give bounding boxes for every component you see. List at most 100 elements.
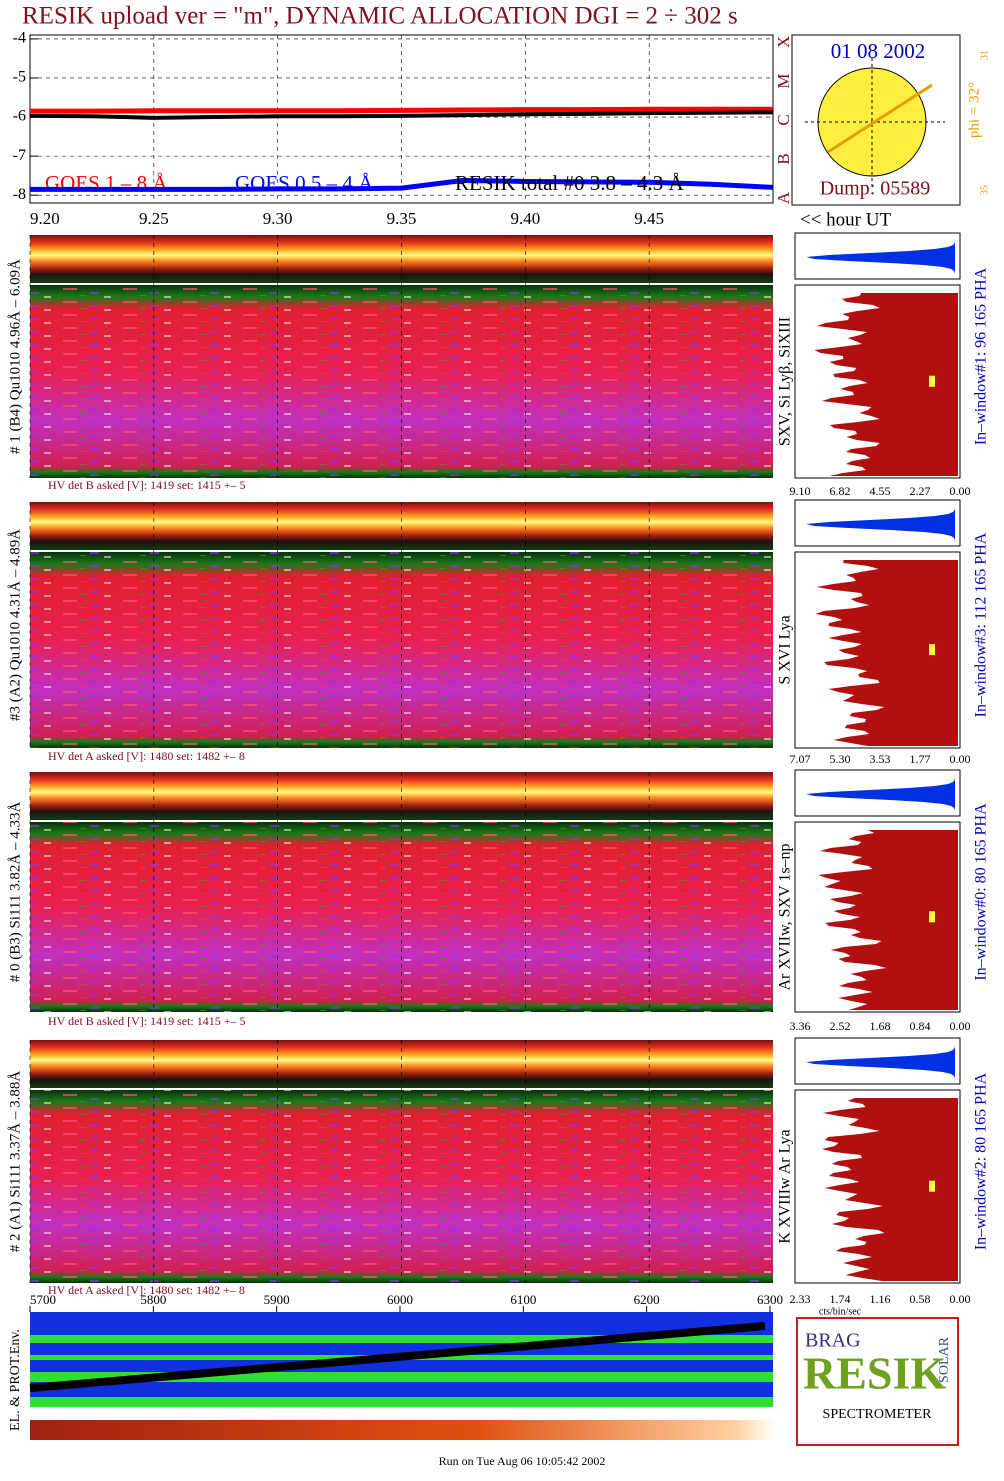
hv-label: HV det B asked [V]: 1419 set: 1415 +– 5 (48, 478, 246, 492)
sun-small: 31 (979, 50, 990, 60)
line-ids: K XVIIIw Ar Lya (777, 1129, 794, 1243)
pha-histogram (806, 1040, 955, 1082)
page-title: RESIK upload ver = "m", DYNAMIC ALLOCATI… (22, 3, 738, 30)
x-tick-label: 9.35 (387, 209, 417, 228)
hist-tick-label: 0.00 (950, 1019, 971, 1033)
hist-tick-label: 1.16 (870, 1292, 891, 1306)
pha-histogram (806, 772, 955, 814)
logo: BRAG RESIK SOLAR SPECTROMETER (796, 1317, 959, 1446)
sun-arrow (827, 83, 933, 154)
window-label: In–window#1: 96 165 PHA (973, 267, 990, 445)
x-tick-label: 5900 (264, 1292, 290, 1307)
sun-date: 01 08 2002 (831, 39, 926, 63)
hist-marker (929, 375, 935, 387)
y-tick-label: -4 (13, 30, 26, 47)
x-tick-label: 6100 (510, 1292, 536, 1307)
x-tick-label: 9.45 (634, 209, 664, 228)
hist-tick-label: 0.84 (910, 1019, 931, 1033)
env-band (30, 1397, 773, 1407)
x-tick-label: 9.30 (263, 209, 293, 228)
sun-dump: Dump: 05589 (820, 178, 931, 200)
pha-histogram (806, 235, 955, 277)
logo-side: SOLAR (937, 1336, 952, 1383)
x-tick-label: 9.20 (30, 209, 60, 228)
hist-tick-label: 9.10 (790, 484, 811, 498)
goes-class: X (774, 36, 793, 48)
goes-class: B (774, 153, 793, 164)
series-line (29, 110, 774, 120)
env-line (29, 1322, 766, 1392)
hist-tick-label: 2.33 (790, 1292, 811, 1306)
x-tick-label: 6000 (387, 1292, 413, 1307)
hv-label: HV det A asked [V]: 1480 set: 1482 +– 8 (48, 1283, 245, 1297)
x-tick-label: 5800 (140, 1292, 166, 1307)
hist-unit: cts/bin/sec (819, 1306, 862, 1317)
hist-tick-label: 1.74 (830, 1292, 851, 1306)
y-tick-label: -6 (13, 108, 26, 125)
hist-tick-label: 3.36 (790, 1019, 811, 1033)
hist-marker (929, 1180, 935, 1192)
logo-frame (796, 1317, 959, 1446)
hv-label: HV det B asked [V]: 1419 set: 1415 +– 5 (48, 1014, 246, 1028)
env-band (30, 1372, 773, 1382)
hist-tick-label: 2.27 (910, 484, 931, 498)
line-ids: S XVI Lya (777, 615, 794, 684)
hist-tick-label: 3.53 (870, 752, 891, 766)
x-tick-label: 6300 (757, 1292, 783, 1307)
line-ids: Ar XVIIw, SXV 1s–np (777, 843, 794, 990)
env-band (30, 1335, 773, 1343)
hist-tick-label: 0.00 (950, 752, 971, 766)
pha-histogram (806, 502, 955, 544)
count-histogram (815, 560, 958, 746)
hist-tick-label: 7.07 (790, 752, 811, 766)
hist-tick-label: 5.30 (830, 752, 851, 766)
count-histogram (818, 830, 958, 1010)
panel-label: # 1 (B4) Qu1010 4.96Å – 6.09Å (7, 259, 23, 454)
y-tick-label: -8 (13, 186, 26, 203)
env-bar (30, 1420, 773, 1440)
hv-label: HV det A asked [V]: 1480 set: 1482 +– 8 (48, 749, 245, 763)
line-ids: SXV, Si Lyβ, SiXIII (777, 317, 794, 446)
y-tick-label: -5 (13, 69, 26, 86)
hist-marker (929, 911, 935, 923)
sun-panel: 01 08 2002 Dump: 05589 phi = 32° 31 35 (791, 34, 990, 206)
hist-tick-label: 2.52 (830, 1019, 851, 1033)
goes-class: A (774, 191, 793, 204)
hist-tick-label: 0.00 (950, 484, 971, 498)
count-histogram (814, 293, 958, 476)
sun-small: 35 (979, 185, 990, 195)
sun-phi: phi = 32° (966, 82, 982, 138)
y-tick-label: -7 (13, 147, 26, 164)
panels: HV det B asked [V]: 1419 set: 1415 +– 5 #… (7, 232, 990, 1306)
logo-bottom: SPECTROMETER (823, 1407, 933, 1422)
hist-tick-label: 4.55 (870, 484, 891, 498)
legend-entry: RESIK total #0 3.8 – 4.3 Å (455, 171, 684, 195)
count-histogram (821, 1098, 958, 1281)
hist-tick-label: 0.58 (910, 1292, 931, 1306)
x-tick-label: 9.40 (510, 209, 540, 228)
window-label: In–window#3: 112 165 PHA (973, 532, 990, 717)
x-tick-label: 5700 (30, 1292, 56, 1307)
logo-main: RESIK (803, 1348, 946, 1399)
goes-class: C (774, 114, 793, 125)
hist-tick-label: 1.77 (910, 752, 931, 766)
window-label: In–window#2: 80 165 PHA (973, 1072, 990, 1250)
series-line (30, 177, 774, 192)
logo-top: BRAG (805, 1330, 861, 1352)
series-line (30, 106, 773, 114)
hist-tick-label: 0.00 (950, 1292, 971, 1306)
x-tick-label: 9.25 (139, 209, 169, 228)
footer: Run on Tue Aug 06 10:05:42 2002 (439, 1454, 606, 1468)
hist-tick-label: 6.82 (830, 484, 851, 498)
env-label: EL. & PROT.Env. (8, 1329, 23, 1431)
hist-tick-label: 1.68 (870, 1019, 891, 1033)
hist-marker (929, 644, 935, 656)
env-panel: EL. & PROT.Env. (8, 1312, 773, 1440)
legend-entry: GOES 0.5 – 4 Å (235, 171, 374, 195)
panel-label: # 2 (A1) Si111 3.37Å – 3.88Å (7, 1071, 23, 1253)
window-label: In–window#0: 80 165 PHA (973, 803, 990, 981)
x-tick-label: 6200 (634, 1292, 660, 1307)
panel-label: # 0 (B3) Si111 3.82Å – 4.33Å (7, 802, 23, 983)
goes-class: M (774, 73, 793, 88)
x-label: << hour UT (800, 209, 891, 230)
